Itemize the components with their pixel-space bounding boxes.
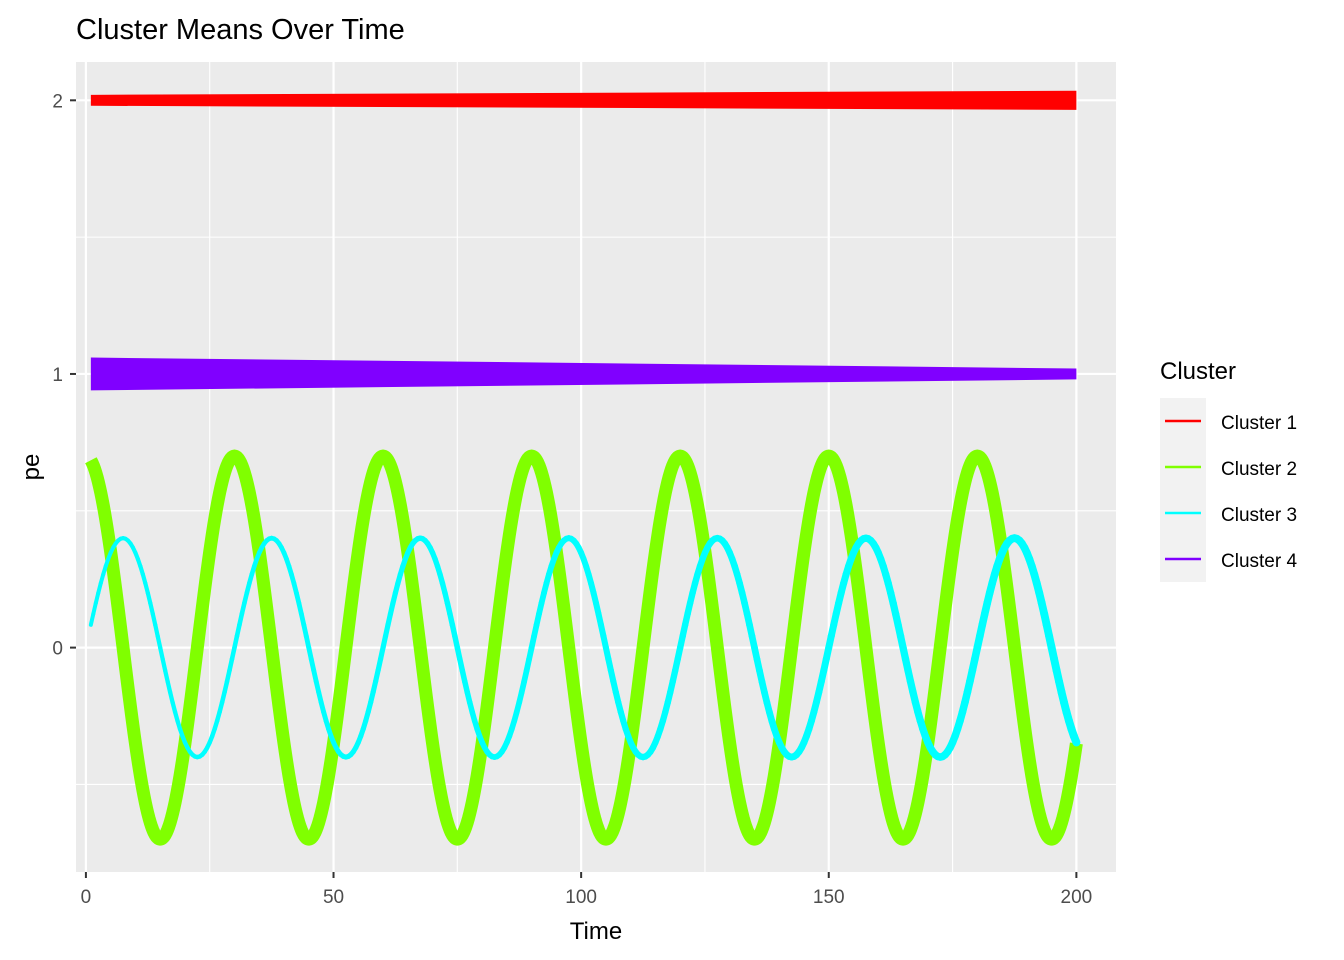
series-cluster-3: [88, 534, 1081, 761]
series-layer: [85, 90, 1083, 846]
axes: 0 50 100 150 200 0 1 2: [52, 91, 1092, 908]
legend-label-cluster-4: Cluster 4: [1221, 551, 1297, 572]
series-cluster-1: [90, 90, 1077, 110]
cluster-2-line: [85, 449, 1083, 846]
legend-label-cluster-1: Cluster 1: [1221, 413, 1297, 434]
y-tick-label: 1: [52, 365, 63, 386]
x-tick-label: 50: [323, 887, 344, 908]
y-tick-label: 2: [52, 91, 63, 112]
cluster-4-line: [90, 357, 1077, 391]
legend-items: Cluster 1 Cluster 2 Cluster 3 Cluster 4: [1165, 413, 1297, 572]
legend-title: Cluster: [1160, 358, 1236, 385]
series-cluster-2: [85, 449, 1083, 846]
series-cluster-4: [90, 357, 1077, 391]
legend-label-cluster-2: Cluster 2: [1221, 459, 1297, 480]
cluster-1-line: [90, 90, 1077, 110]
x-tick-label: 200: [1061, 887, 1093, 908]
x-tick-label: 150: [813, 887, 845, 908]
x-axis-title: Time: [570, 918, 622, 945]
legend-keys-background: [1160, 398, 1206, 582]
x-tick-label: 100: [565, 887, 597, 908]
x-tick-label: 0: [81, 887, 92, 908]
y-axis-title: pe: [18, 454, 45, 481]
cluster-3-segment: [1069, 732, 1081, 747]
y-tick-label: 0: [52, 639, 63, 660]
legend-label-cluster-3: Cluster 3: [1221, 505, 1297, 526]
chart-title: Cluster Means Over Time: [76, 14, 405, 46]
